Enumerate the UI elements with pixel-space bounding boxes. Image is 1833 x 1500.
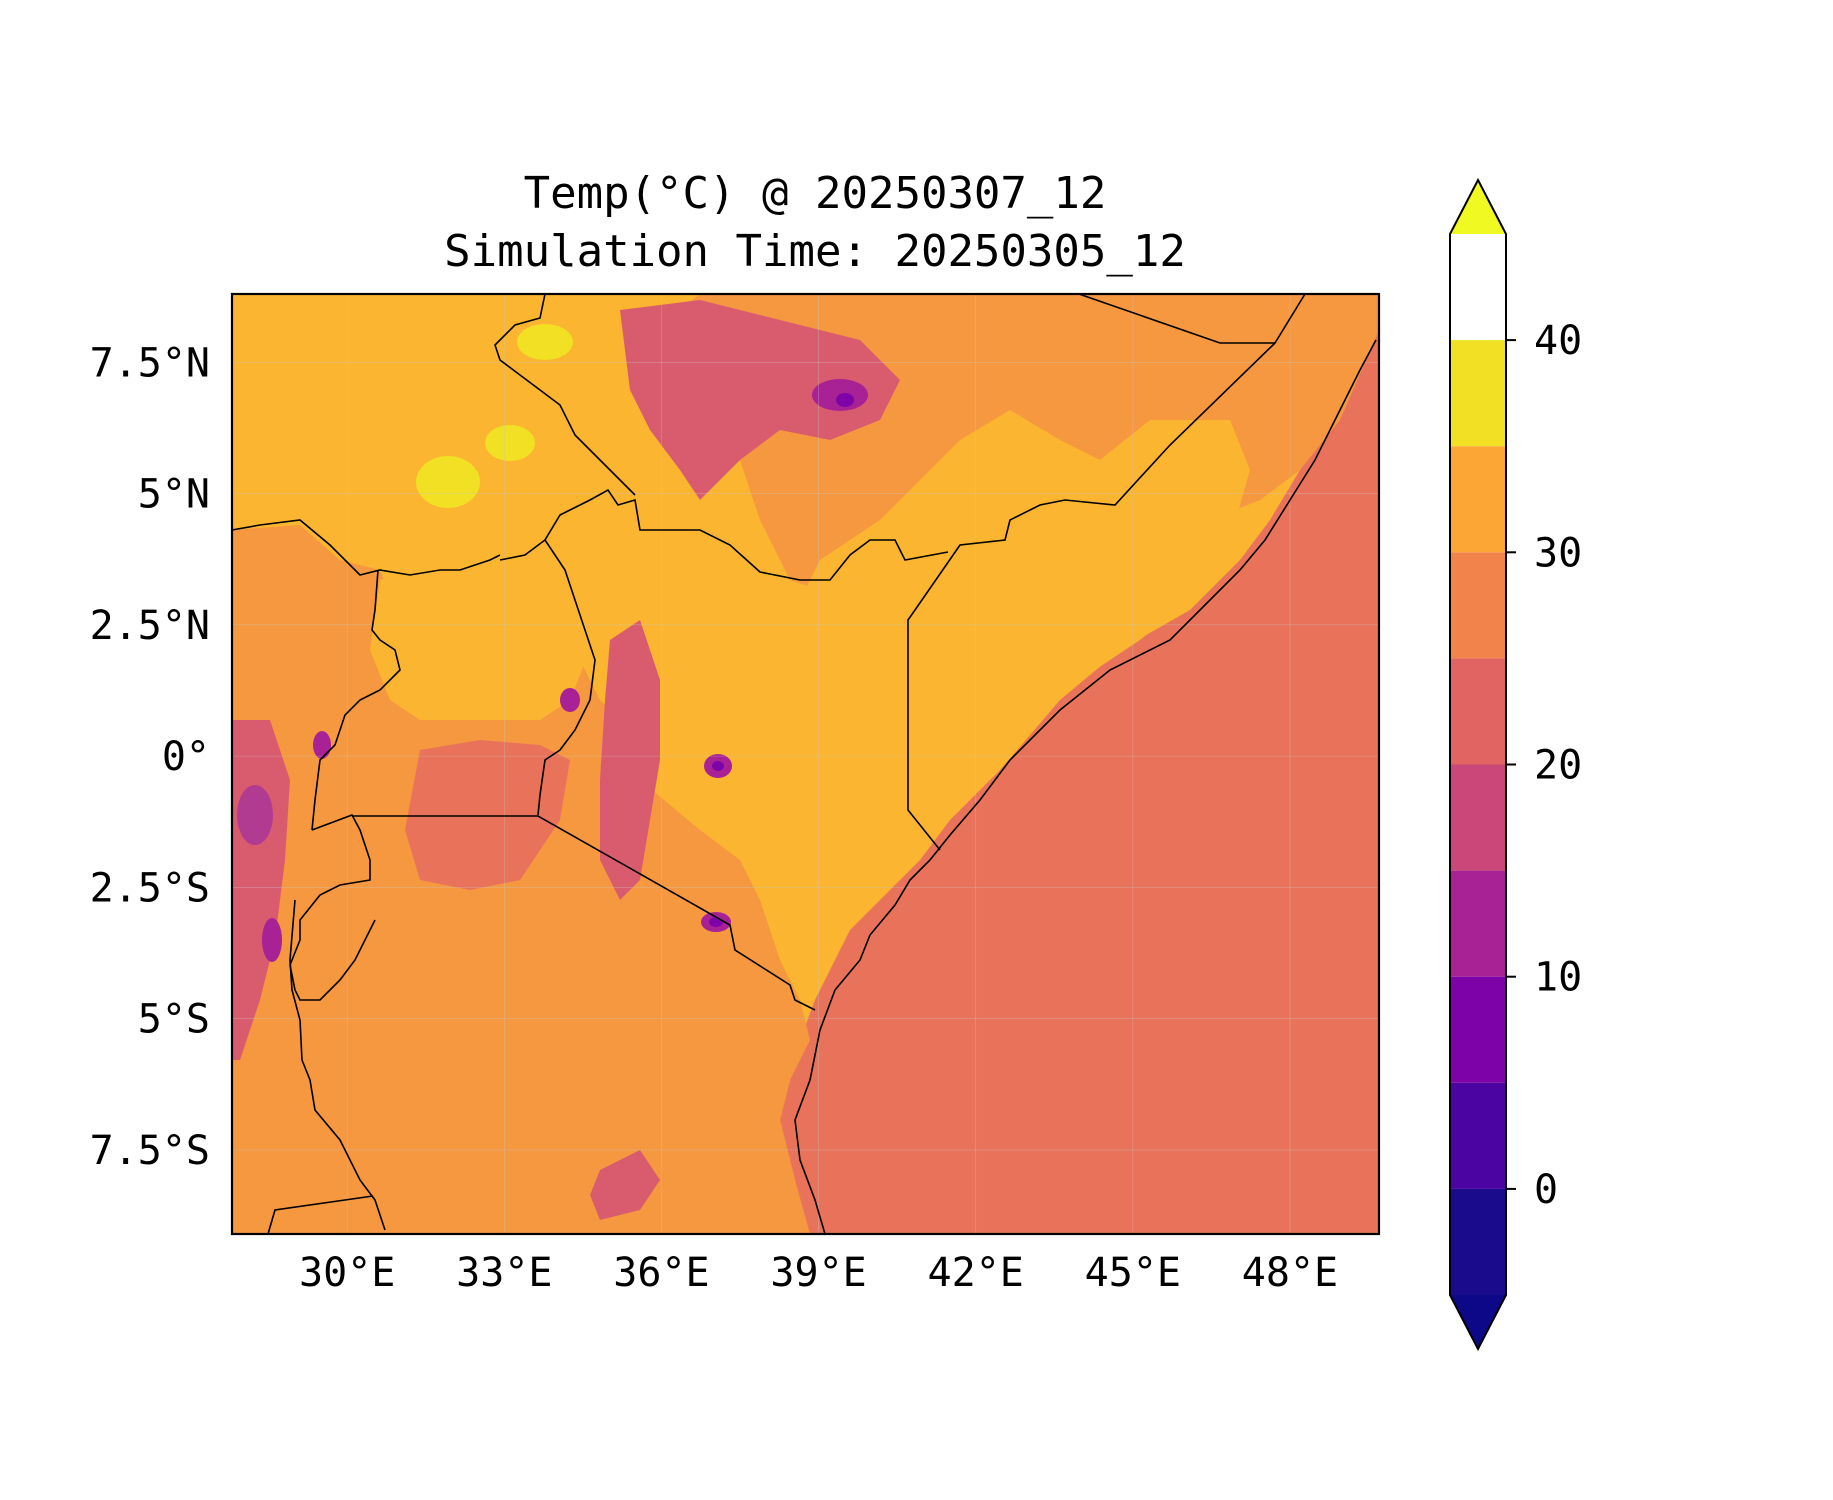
colorbar-tick-label: 10 [1534, 955, 1582, 1001]
ocean-region [780, 330, 1379, 1234]
colorbar-segment [1450, 658, 1506, 765]
hot-region-east [790, 410, 1250, 1000]
y-tick-label: 5°N [138, 472, 210, 518]
colorbar-segment [1450, 1082, 1506, 1189]
map-gridlines [232, 294, 1379, 1234]
colorbar-segment [1450, 1188, 1506, 1295]
cold-spot-elgon [560, 688, 580, 712]
colorbar-over-triangle [1450, 180, 1506, 234]
y-tick-label: 7.5°N [90, 340, 210, 386]
colorbar-tick-label: 40 [1534, 318, 1582, 364]
border-somalia-ethiopia [1078, 293, 1306, 344]
y-tick-label: 2.5°S [90, 865, 210, 911]
border-kenya-ethiopia [499, 488, 949, 581]
border-uganda [311, 569, 401, 831]
coastline [794, 339, 1377, 1235]
colorbar-segment [1450, 764, 1506, 871]
colorbar-segment [1450, 552, 1506, 659]
colorbar-segment [1450, 340, 1506, 447]
mild-region-lake [405, 740, 570, 890]
map-frame [230, 292, 1381, 1236]
title-line-2: Simulation Time: 20250305_12 [444, 226, 1186, 277]
map-panel: 30°E 33°E 36°E 39°E 42°E 45°E 48°E 7.5°N 5°N 2.5… [90, 292, 1381, 1296]
hot-region-uganda [370, 560, 590, 720]
border-tanzania-west [289, 899, 386, 1231]
border-uganda-east [537, 539, 596, 816]
cool-region-highlands [620, 300, 900, 500]
cold-spot-ethiopia-core [836, 393, 854, 407]
x-tick-label: 48°E [1242, 1250, 1338, 1296]
x-axis-ticks: 30°E 33°E 36°E 39°E 42°E 45°E 48°E [299, 1250, 1338, 1296]
very-hot-spot-2 [485, 425, 535, 461]
colorbar-under-triangle [1450, 1295, 1506, 1349]
cold-spot-kilimanjaro-core [709, 917, 723, 927]
very-hot-spot-1 [517, 324, 573, 360]
y-tick-label: 0° [162, 734, 210, 780]
cold-spot-mt-kenya-core [712, 761, 724, 771]
title-line-1: Temp(°C) @ 20250307_12 [524, 168, 1107, 219]
colorbar-tick-label: 30 [1534, 530, 1582, 576]
border-somalia-ethiopia-2 [907, 342, 1276, 851]
x-tick-label: 39°E [770, 1250, 866, 1296]
colorbar-ticks: 0 10 20 30 40 [1506, 318, 1582, 1213]
y-tick-label: 2.5°N [90, 603, 210, 649]
colorbar-segment [1450, 976, 1506, 1083]
border-south-sudan-west [231, 519, 501, 576]
temperature-field [232, 294, 1379, 1234]
cool-region-rift [600, 620, 660, 900]
x-tick-label: 30°E [299, 1250, 395, 1296]
colorbar-segment [1450, 870, 1506, 977]
cold-spot-rwanda [262, 918, 282, 962]
y-tick-label: 7.5°S [90, 1128, 210, 1174]
border-zambia [267, 1195, 374, 1235]
colorbar-tick-label: 0 [1534, 1167, 1558, 1213]
border-rwanda-burundi [289, 814, 376, 1001]
cold-spot-rwenzori [313, 731, 331, 759]
x-tick-label: 45°E [1085, 1250, 1181, 1296]
colorbar-segment [1450, 446, 1506, 553]
x-tick-label: 33°E [456, 1250, 552, 1296]
y-tick-label: 5°S [138, 997, 210, 1043]
country-borders [231, 293, 1377, 1235]
colorbar-tick-label: 20 [1534, 743, 1582, 789]
warm-region-southwest [232, 525, 810, 1234]
border-south-sudan [494, 293, 636, 496]
colorbar-outline [1449, 177, 1507, 1352]
cold-spot-congo [237, 785, 273, 845]
cool-region-kilimanjaro [590, 1150, 660, 1220]
x-tick-label: 36°E [613, 1250, 709, 1296]
x-tick-label: 42°E [928, 1250, 1024, 1296]
very-hot-spot-3 [416, 456, 480, 508]
border-lake-victoria-south [352, 815, 816, 1011]
colorbar: 0 10 20 30 40 [1449, 177, 1582, 1352]
y-axis-ticks: 7.5°N 5°N 2.5°N 0° 2.5°S 5°S 7.5°S [90, 340, 210, 1174]
colorbar-segments [1449, 177, 1507, 1352]
